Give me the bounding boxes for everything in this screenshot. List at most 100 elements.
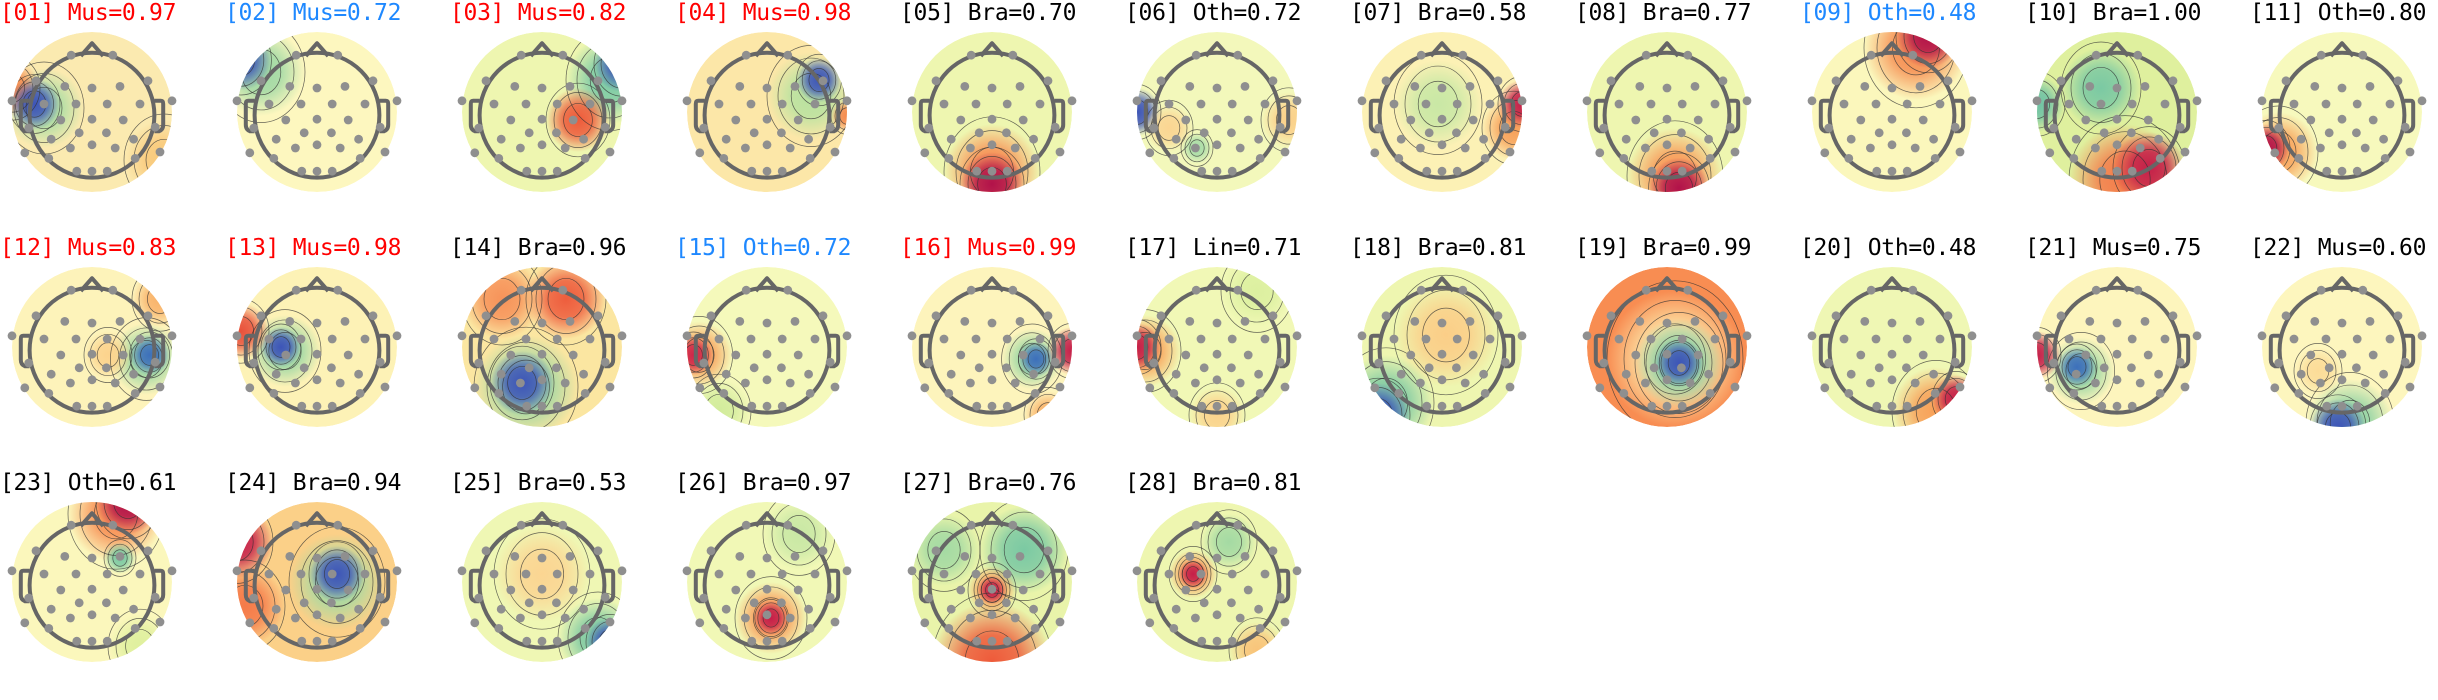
topomap (907, 502, 1077, 662)
electrode-dot (1437, 318, 1447, 328)
electrode-dot (474, 358, 484, 368)
electrode-dot (297, 401, 307, 411)
component-cell-20: [20] Oth=0.48 (1800, 235, 2025, 465)
electrode-dot (735, 552, 745, 561)
electrode-dot (1480, 389, 1490, 398)
electrode-dot (24, 358, 34, 368)
electrode-dot (1967, 96, 1977, 106)
electrode-dot (2127, 363, 2136, 373)
head-outline (918, 276, 1066, 415)
electrode-dot (931, 546, 941, 556)
electrode-dot (56, 115, 66, 125)
electrode-dot (7, 96, 17, 106)
electrode-dot (1955, 382, 1965, 392)
electrode-dot (2112, 83, 2122, 93)
electrode-dot (783, 50, 793, 60)
electrode-dot (20, 618, 30, 628)
electrode-dot (2096, 99, 2106, 109)
electrode-dot (481, 76, 491, 86)
topomap (2257, 267, 2427, 427)
electrode-dot (2337, 140, 2347, 150)
component-cell-14: [14] Bra=0.96 (450, 235, 675, 465)
head-outline (243, 41, 391, 180)
electrode-dot (1191, 520, 1201, 530)
electrode-dot (1915, 317, 1925, 326)
electrode-dot (1191, 50, 1201, 60)
head-outline (468, 276, 616, 415)
electrode-dot (552, 166, 562, 176)
electrode-dot (2192, 96, 2202, 106)
electrode-dot (1171, 134, 1181, 144)
electrode-dot (1008, 285, 1018, 295)
electrode-dot (2112, 349, 2122, 359)
electrode-dot (1227, 598, 1236, 608)
electrode-dot (2352, 363, 2361, 373)
electrode-dot (516, 50, 526, 60)
electrode-dot (1260, 569, 1270, 579)
electrode-dot (56, 585, 66, 595)
electrode-dot (2112, 140, 2122, 150)
electrode-dot (1929, 369, 1938, 379)
electrode-dot (1693, 350, 1703, 360)
electrode-dot (2175, 357, 2185, 367)
electrode-dot (2306, 115, 2316, 125)
electrode-dot (1067, 566, 1077, 576)
electrode-dot (1199, 598, 1209, 608)
component-label: [02] Mus=0.72 (225, 0, 402, 26)
electrode-dot (87, 166, 97, 176)
electrode-dot (1416, 285, 1426, 295)
electrode-dot (2155, 389, 2165, 398)
head-outline (1593, 276, 1741, 415)
component-label: [18] Bra=0.81 (1350, 235, 1527, 261)
electrode-dot (1452, 363, 1461, 373)
electrode-dot (1050, 357, 1060, 367)
electrode-dot (118, 585, 128, 595)
electrode-dot (699, 593, 709, 603)
electrode-dot (790, 552, 800, 561)
electrode-dot (593, 311, 603, 321)
electrode-dot (2337, 375, 2347, 385)
electrode-dot (682, 96, 692, 106)
electrode-dot (558, 285, 568, 295)
electrode-dot (2368, 115, 2378, 125)
electrode-dot (2337, 401, 2347, 411)
electrode-dot (741, 613, 750, 623)
electrode-dot (746, 99, 756, 109)
electrode-dot (1149, 358, 1159, 368)
electrode-dot (143, 546, 153, 556)
electrode-dot (537, 318, 547, 328)
electrode-dot (71, 569, 81, 579)
electrode-dot (1002, 363, 1011, 373)
electrode-dot (312, 140, 322, 150)
electrode-dot (39, 99, 49, 109)
electrode-dot (1389, 99, 1399, 109)
electrode-dot (494, 154, 504, 163)
electrode-dot (1212, 584, 1222, 594)
electrode-dot (343, 115, 353, 125)
electrode-dot (271, 134, 281, 144)
topomap (2257, 32, 2427, 192)
component-cell-24: [24] Bra=0.94 (225, 470, 450, 700)
electrode-dot (682, 331, 692, 341)
electrode-dot (87, 401, 97, 411)
head-outline (468, 511, 616, 650)
electrode-dot (108, 285, 118, 295)
electrode-dot (60, 82, 70, 91)
electrode-dot (735, 317, 745, 326)
electrode-dot (1197, 166, 1207, 176)
electrode-dot (777, 569, 787, 579)
electrode-dot (1871, 99, 1881, 109)
electrode-dot (1500, 357, 1510, 367)
electrode-dot (1394, 389, 1404, 398)
electrode-dot (312, 83, 322, 93)
component-cell-19: [19] Bra=0.99 (1575, 235, 1800, 465)
electrode-dot (2274, 123, 2284, 133)
electrode-dot (944, 389, 954, 398)
electrode-dot (1233, 50, 1243, 60)
electrode-dot (2049, 123, 2059, 133)
electrode-dot (1240, 82, 1250, 91)
electrode-dot (785, 143, 795, 153)
electrode-dot (1649, 128, 1659, 138)
electrode-dot (129, 369, 138, 379)
electrode-dot (1902, 401, 1912, 411)
